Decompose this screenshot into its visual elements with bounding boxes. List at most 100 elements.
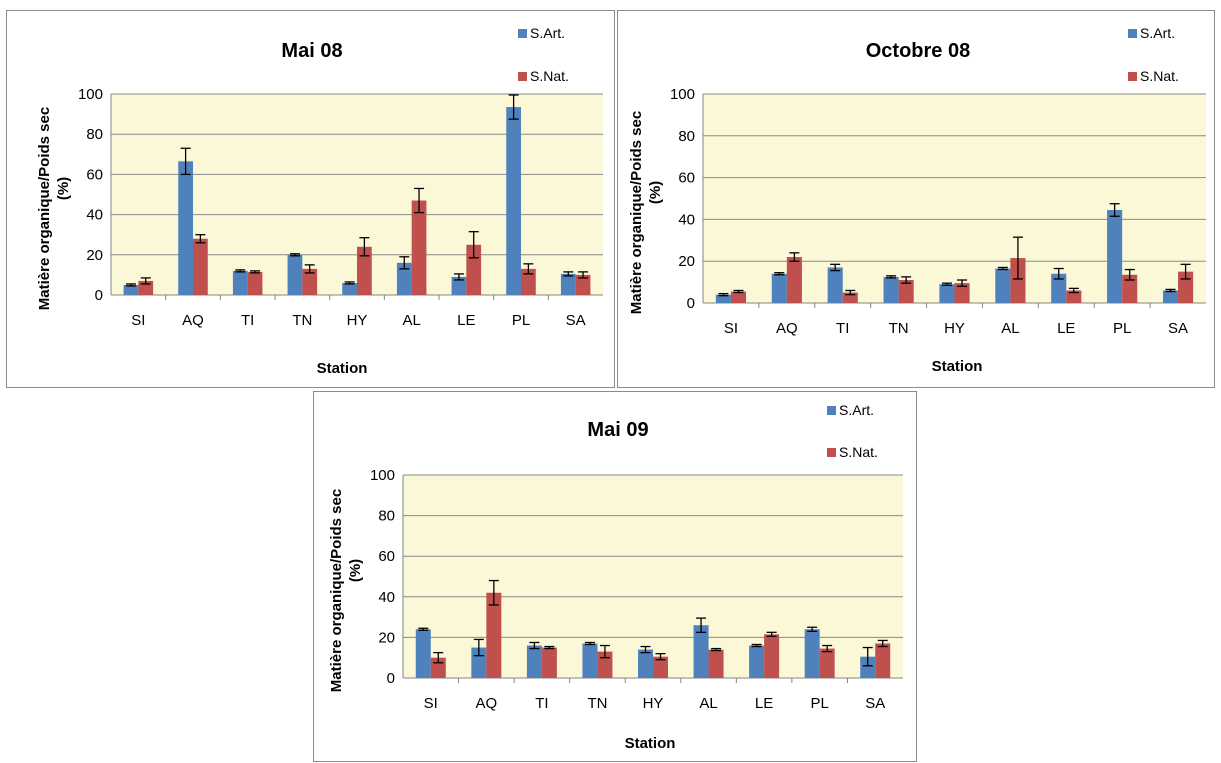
- bar-s-art: [827, 267, 843, 303]
- y-tick-label: 40: [378, 589, 395, 606]
- y-axis-title-line2: (%): [647, 181, 664, 204]
- chart-svg-mai-08: Mai 08 Matière organique/Poids sec (%) S…: [36, 25, 603, 377]
- bar-s-art: [526, 645, 542, 678]
- y-tick-label: 100: [670, 86, 695, 103]
- plot-area: 0 20 40 60 80 100 SI AQ TI TN HY AL LE PL SA: [670, 86, 1206, 337]
- bar-s-nat: [708, 649, 724, 678]
- bar-s-nat: [521, 268, 536, 295]
- chart-title: Mai 09: [587, 419, 648, 441]
- bar-s-art: [638, 649, 653, 678]
- y-tick-label: 80: [86, 126, 103, 143]
- bar-s-art: [396, 262, 412, 295]
- legend-label-s-art: S.Art.: [1140, 25, 1175, 41]
- x-tick-label: AQ: [776, 320, 798, 337]
- legend-swatch-s-art: [1128, 29, 1137, 38]
- x-tick-label: TI: [535, 695, 548, 712]
- x-tick-label: SA: [1168, 320, 1188, 337]
- plot-background: [703, 94, 1206, 303]
- x-tick-label: LE: [755, 695, 773, 712]
- chart-title: Octobre 08: [866, 40, 970, 62]
- bar-s-nat: [764, 634, 780, 678]
- x-tick-label: SI: [724, 320, 738, 337]
- legend-label-s-nat: S.Nat.: [839, 444, 878, 460]
- x-tick-label: TN: [587, 695, 607, 712]
- chart-panel-mai-09: Mai 09 Matière organique/Poids sec (%) S…: [313, 391, 917, 762]
- x-tick-label: TN: [292, 312, 312, 329]
- x-tick-label: LE: [457, 312, 475, 329]
- bar-s-nat: [1066, 290, 1082, 303]
- x-tick-label: SA: [865, 695, 885, 712]
- x-tick-label: HY: [944, 320, 965, 337]
- bar-s-nat: [898, 280, 914, 303]
- x-tick-label: PL: [1113, 320, 1131, 337]
- x-tick-label: TI: [836, 320, 849, 337]
- legend-label-s-art: S.Art.: [530, 25, 565, 41]
- x-tick-label: SI: [424, 695, 438, 712]
- legend-swatch-s-nat: [1128, 72, 1137, 81]
- bar-s-art: [287, 254, 303, 295]
- x-tick-label: HY: [347, 312, 368, 329]
- x-tick-label: SI: [131, 312, 145, 329]
- y-tick-label: 20: [86, 247, 103, 264]
- y-axis-title-line2: (%): [347, 559, 364, 582]
- y-tick-label: 100: [370, 467, 395, 484]
- bar-s-nat: [193, 238, 208, 295]
- bar-s-nat: [1122, 274, 1138, 303]
- x-tick-label: AL: [402, 312, 420, 329]
- bar-s-nat: [411, 200, 427, 295]
- x-tick-label: SA: [566, 312, 586, 329]
- chart-svg-octobre-08: Octobre 08 Matière organique/Poids sec (…: [628, 25, 1206, 375]
- bar-s-art: [1107, 209, 1123, 303]
- x-tick-label: PL: [810, 695, 828, 712]
- bar-s-art: [883, 276, 899, 303]
- legend-swatch-s-art: [827, 406, 836, 415]
- x-tick-label: PL: [512, 312, 530, 329]
- legend-swatch-s-nat: [518, 72, 527, 81]
- legend-label-s-nat: S.Nat.: [1140, 68, 1179, 84]
- chart-svg-mai-09: Mai 09 Matière organique/Poids sec (%) S…: [328, 402, 903, 752]
- bar-s-art: [771, 273, 787, 303]
- x-tick-label: AL: [1001, 320, 1019, 337]
- bar-s-nat: [954, 283, 970, 303]
- bar-s-art: [451, 276, 467, 295]
- bar-s-nat: [541, 647, 557, 678]
- y-tick-label: 40: [86, 207, 103, 224]
- plot-area: 0 20 40 60 80 100 SI AQ TI TN HY AL LE PL SA: [78, 86, 603, 329]
- y-axis-title-line1: Matière organique/Poids sec: [628, 111, 645, 314]
- y-tick-label: 60: [378, 548, 395, 565]
- legend: S.Art. S.Nat.: [827, 402, 878, 460]
- y-tick-label: 20: [678, 253, 695, 270]
- bar-s-nat: [1010, 258, 1026, 303]
- y-tick-label: 20: [378, 629, 395, 646]
- bar-s-art: [749, 645, 765, 678]
- bar-s-nat: [653, 656, 668, 678]
- legend-swatch-s-nat: [827, 448, 836, 457]
- plot-area: 0 20 40 60 80 100 SI AQ TI TN HY AL LE PL SA: [370, 467, 903, 712]
- bar-s-art: [560, 273, 576, 295]
- bar-s-nat: [875, 643, 891, 678]
- bar-s-art: [506, 107, 521, 295]
- chart-panel-octobre-08: Octobre 08 Matière organique/Poids sec (…: [617, 10, 1215, 388]
- bar-s-nat: [842, 292, 858, 303]
- y-axis-title-line2: (%): [55, 177, 72, 200]
- x-tick-label: AL: [699, 695, 717, 712]
- x-tick-label: AQ: [475, 695, 497, 712]
- chart-panel-mai-08: Mai 08 Matière organique/Poids sec (%) S…: [6, 10, 615, 388]
- y-tick-label: 100: [78, 86, 103, 103]
- bar-s-art: [232, 270, 248, 295]
- bar-s-art: [693, 625, 709, 678]
- x-axis-title: Station: [932, 358, 983, 375]
- legend: S.Art. S.Nat.: [1128, 25, 1179, 84]
- chart-title: Mai 08: [281, 40, 342, 62]
- bar-s-art: [995, 268, 1011, 303]
- legend-label-s-art: S.Art.: [839, 402, 874, 418]
- bar-s-nat: [575, 274, 591, 295]
- bar-s-art: [342, 282, 357, 295]
- bar-s-art: [415, 629, 431, 678]
- x-tick-label: LE: [1057, 320, 1075, 337]
- x-tick-label: HY: [643, 695, 664, 712]
- bar-s-nat: [730, 291, 747, 303]
- x-axis-title: Station: [625, 735, 676, 752]
- legend-label-s-nat: S.Nat.: [530, 68, 569, 84]
- y-tick-label: 60: [86, 166, 103, 183]
